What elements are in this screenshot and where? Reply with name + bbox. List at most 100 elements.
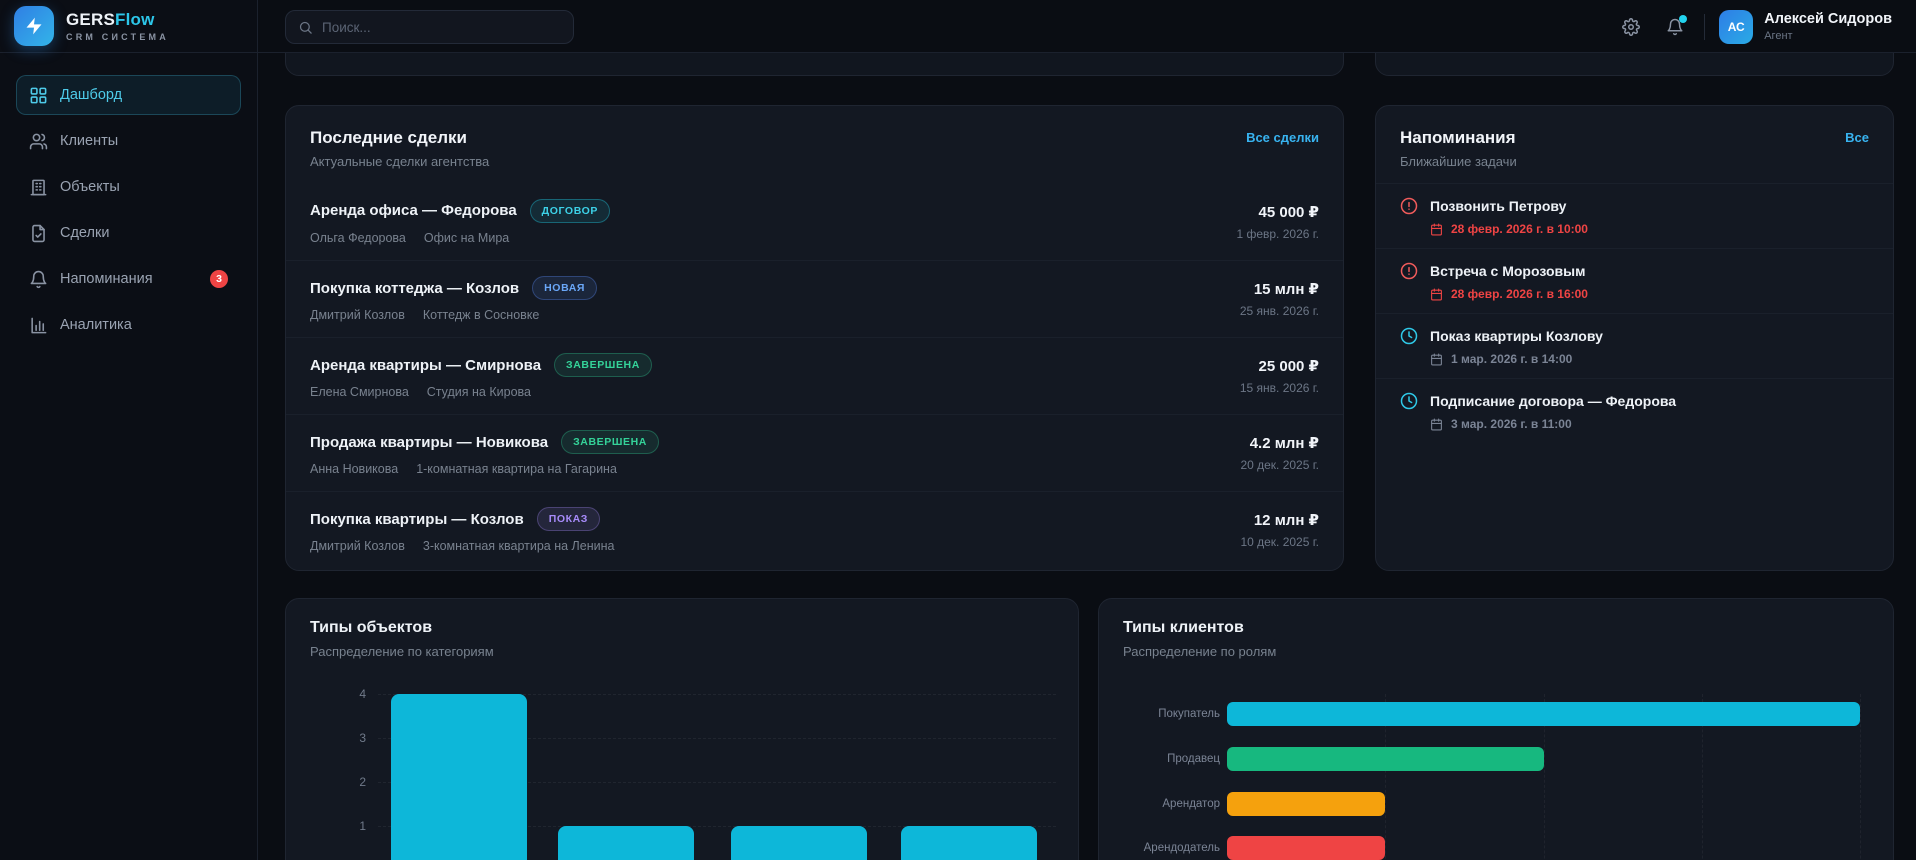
sidebar: GERSFlow CRM СИСТЕМА Дашборд Клиенты Объек… xyxy=(0,0,258,860)
deal-property: 3-комнатная квартира на Ленина xyxy=(422,539,615,553)
deal-client: Ольга Федорова xyxy=(310,230,406,245)
deal-property: Коттедж в Сосновке xyxy=(422,308,540,322)
sidebar-item-label: Напоминания xyxy=(60,271,153,287)
deal-row[interactable]: Покупка коттеджа — Козлов НОВАЯ Дмитрий Ко… xyxy=(286,260,1343,337)
deal-amount: 12 млн ₽ xyxy=(1253,512,1319,529)
gridline xyxy=(378,782,1056,784)
deal-details: Дмитрий Козлов 3-комнатная квартира на Ле… xyxy=(310,539,614,553)
topbar-actions: АС Алексей Сидоров Агент xyxy=(1616,0,1892,53)
bar-client-type[interactable] xyxy=(1227,702,1860,726)
reminder-title: Показ квартиры Козлову xyxy=(1430,328,1603,344)
sidebar-item-label: Клиенты xyxy=(60,133,119,149)
reminder-top: Подписание договора — Федорова xyxy=(1400,392,1869,410)
bar-object-type[interactable] xyxy=(731,826,867,860)
bar-object-type[interactable] xyxy=(558,826,694,860)
clock-icon xyxy=(1400,327,1418,345)
object-types-head: Типы объектов Распределение по категория… xyxy=(286,599,1078,659)
reminder-item[interactable]: Показ квартиры Козлову 1 мар. 2026 г. в 1… xyxy=(1376,313,1893,378)
gridline xyxy=(378,694,1056,696)
gear-icon xyxy=(1622,17,1641,36)
deal-title-row: Покупка коттеджа — Козлов НОВАЯ xyxy=(310,276,598,300)
deal-row[interactable]: Аренда квартиры — Смирнова ЗАВЕРШЕНА Елена… xyxy=(286,337,1343,414)
calendar-icon xyxy=(1431,288,1442,300)
search-input[interactable] xyxy=(322,19,561,35)
user-menu[interactable]: АС Алексей Сидоров Агент xyxy=(1719,9,1892,44)
y-axis-tick: 3 xyxy=(359,731,366,746)
deal-property: Офис на Мира xyxy=(423,230,510,245)
sidebar-item-objects[interactable]: Объекты xyxy=(16,167,241,207)
gridline xyxy=(1385,694,1387,860)
user-role: Агент xyxy=(1764,30,1793,43)
sidebar-item-reminders[interactable]: Напоминания 3 xyxy=(16,259,241,299)
all-deals-link[interactable]: Все сделки xyxy=(1246,130,1319,145)
sidebar-item-analytics[interactable]: Аналитика xyxy=(16,305,241,345)
client-type-label: Продавец xyxy=(1167,752,1220,765)
reminder-item[interactable]: Позвонить Петрову 28 февр. 2026 г. в 10:0… xyxy=(1376,183,1893,248)
deal-title: Покупка коттеджа — Козлов xyxy=(310,279,520,297)
bar-client-type[interactable] xyxy=(1227,836,1386,860)
bar-client-type[interactable] xyxy=(1227,791,1386,816)
gridline xyxy=(378,738,1056,740)
main-content: Последние сделки Актуальные сделки агент… xyxy=(258,53,1916,860)
building-icon xyxy=(30,179,47,195)
deal-row[interactable]: Покупка квартиры — Козлов ПОКАЗ Дмитрий Ко… xyxy=(286,491,1343,568)
user-info: Алексей Сидоров Агент xyxy=(1764,11,1892,42)
reminders-titles: Напоминания Ближайшие задачи xyxy=(1400,128,1517,169)
deal-value: 12 млн ₽ 10 дек. 2025 г. xyxy=(1240,511,1319,549)
reminder-datetime: 3 мар. 2026 г. в 11:00 xyxy=(1430,417,1869,431)
deal-status-badge: ПОКАЗ xyxy=(536,507,600,531)
deal-value: 4.2 млн ₽ 20 дек. 2025 г. xyxy=(1240,434,1319,472)
sidebar-item-label: Дашборд xyxy=(60,87,123,103)
sidebar-item-clients[interactable]: Клиенты xyxy=(16,121,241,161)
reminder-datetime-text: 3 мар. 2026 г. в 11:00 xyxy=(1451,417,1572,431)
reminder-title: Позвонить Петрову xyxy=(1430,198,1567,214)
reminder-item[interactable]: Подписание договора — Федорова 3 мар. 202… xyxy=(1376,378,1893,443)
recent-deals-subtitle: Актуальные сделки агентства xyxy=(310,154,490,169)
avatar: АС xyxy=(1719,9,1754,44)
client-types-head: Типы клиентов Распределение по ролям xyxy=(1099,599,1893,659)
deal-status-badge: ЗАВЕРШЕНА xyxy=(554,353,652,377)
sidebar-item-deals[interactable]: Сделки xyxy=(16,213,241,253)
reminder-top: Показ квартиры Козлову xyxy=(1400,327,1869,345)
bar-object-type[interactable] xyxy=(901,826,1037,860)
reminder-datetime-text: 28 февр. 2026 г. в 16:00 xyxy=(1451,287,1588,301)
reminder-datetime-text: 28 февр. 2026 г. в 10:00 xyxy=(1451,222,1588,236)
reminders-card: Напоминания Ближайшие задачи Все Позвони… xyxy=(1375,105,1894,571)
deal-details: Елена Смирнова Студия на Кирова xyxy=(310,385,652,399)
topbar: АС Алексей Сидоров Агент xyxy=(258,0,1916,53)
brand-main: GERS xyxy=(66,9,115,29)
deal-title: Покупка квартиры — Козлов xyxy=(310,510,524,528)
search-box[interactable] xyxy=(285,10,574,44)
deal-row[interactable]: Аренда офиса — Федорова ДОГОВОР Ольга Федо… xyxy=(286,183,1343,260)
deal-title-row: Покупка квартиры — Козлов ПОКАЗ xyxy=(310,507,614,531)
bar-object-type[interactable] xyxy=(391,694,527,860)
client-types-plot: Покупатель Продавец Арендатор Арендодатель xyxy=(1099,599,1893,860)
dashboard-icon xyxy=(30,87,47,103)
recent-deals-header: Последние сделки Актуальные сделки агент… xyxy=(286,106,1343,183)
calendar-icon xyxy=(1431,353,1442,365)
brand-logo xyxy=(14,6,54,46)
deal-property: 1-комнатная квартира на Гагарина xyxy=(416,462,617,476)
deal-title-row: Продажа квартиры — Новикова ЗАВЕРШЕНА xyxy=(310,430,659,454)
deal-row[interactable]: Продажа квартиры — Новикова ЗАВЕРШЕНА Анна… xyxy=(286,414,1343,491)
gridline xyxy=(1701,694,1703,860)
sidebar-item-dashboard[interactable]: Дашборд xyxy=(16,75,241,115)
reminder-item[interactable]: Встреча с Морозовым 28 февр. 2026 г. в 16… xyxy=(1376,248,1893,313)
settings-button[interactable] xyxy=(1616,12,1646,42)
reminder-datetime: 28 февр. 2026 г. в 10:00 xyxy=(1430,222,1869,236)
lightning-icon xyxy=(26,17,42,35)
notifications-button[interactable] xyxy=(1660,12,1690,42)
alert-circle-icon xyxy=(1400,197,1418,215)
deal-info: Аренда офиса — Федорова ДОГОВОР Ольга Федо… xyxy=(310,198,610,245)
deal-list: Аренда офиса — Федорова ДОГОВОР Ольга Федо… xyxy=(286,183,1343,568)
reminder-top: Встреча с Морозовым xyxy=(1400,262,1869,280)
deal-status-badge: НОВАЯ xyxy=(532,276,598,300)
all-reminders-link[interactable]: Все xyxy=(1845,130,1869,145)
deal-amount: 45 000 ₽ xyxy=(1258,203,1319,221)
sidebar-badge: 3 xyxy=(210,270,228,288)
deal-client: Елена Смирнова xyxy=(310,385,409,399)
brand: GERSFlow CRM СИСТЕМА xyxy=(0,0,257,53)
bar-client-type[interactable] xyxy=(1227,746,1544,771)
client-types-title: Типы клиентов xyxy=(1123,619,1244,636)
analytics-icon xyxy=(31,317,47,333)
